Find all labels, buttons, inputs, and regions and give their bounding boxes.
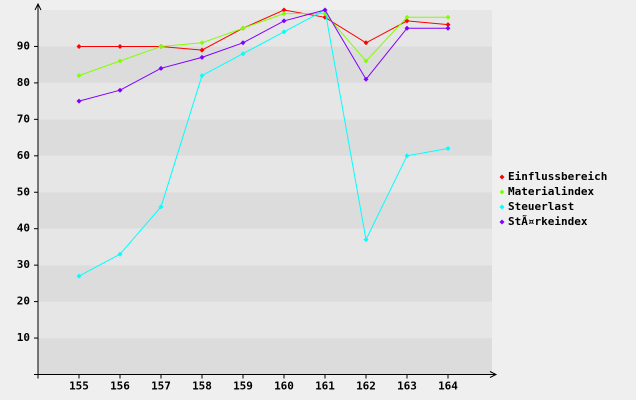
data-point xyxy=(404,25,410,31)
grid-band xyxy=(38,228,492,266)
data-point xyxy=(281,11,287,17)
data-point xyxy=(445,146,451,152)
data-point xyxy=(240,40,246,46)
data-point xyxy=(281,29,287,35)
x-tick-label: 155 xyxy=(69,380,89,393)
y-tick-label: 80 xyxy=(17,76,30,89)
data-point xyxy=(76,98,82,104)
data-point xyxy=(199,73,205,79)
x-tick-label: 158 xyxy=(192,380,212,393)
series-line xyxy=(78,13,448,77)
y-tick-label: 20 xyxy=(17,295,30,308)
y-tick-label: 10 xyxy=(17,331,30,344)
data-point xyxy=(363,76,369,82)
y-axis-arrow xyxy=(34,2,42,11)
x-tick-label: 163 xyxy=(397,380,417,393)
data-point xyxy=(363,58,369,64)
data-point xyxy=(199,47,205,53)
data-point xyxy=(445,14,451,20)
grid-band xyxy=(38,46,492,83)
grid-band xyxy=(38,82,492,120)
x-tick-label: 164 xyxy=(438,380,458,393)
data-point xyxy=(281,7,287,13)
data-point xyxy=(322,7,328,13)
data-point xyxy=(445,25,451,31)
grid-band xyxy=(38,338,492,375)
data-point xyxy=(117,58,123,64)
legend-label: Steuerlast xyxy=(508,200,574,213)
data-point xyxy=(117,251,123,257)
series-line xyxy=(79,9,449,51)
x-tick-label: 161 xyxy=(315,380,335,393)
x-tick-label: 160 xyxy=(274,380,294,393)
data-point xyxy=(240,25,246,31)
grid-band xyxy=(38,119,492,156)
y-tick-label: 60 xyxy=(17,149,30,162)
y-tick-label: 40 xyxy=(17,222,30,235)
data-point xyxy=(363,237,369,243)
data-point xyxy=(445,22,451,28)
y-tick-label: 30 xyxy=(17,258,30,271)
data-point xyxy=(199,54,205,60)
data-point xyxy=(404,14,410,20)
legend-marker xyxy=(499,204,505,210)
legend-marker xyxy=(499,189,505,195)
data-point xyxy=(76,43,82,49)
grid-band xyxy=(38,155,492,193)
grid-band xyxy=(38,301,492,339)
data-point xyxy=(158,65,164,71)
legend-label: Einflussbereich xyxy=(508,170,607,183)
x-tick-label: 162 xyxy=(356,380,376,393)
data-point xyxy=(404,18,410,24)
series-line xyxy=(78,9,449,277)
data-point xyxy=(199,40,205,46)
data-point xyxy=(404,153,410,159)
grid-band xyxy=(38,265,492,302)
grid-band xyxy=(38,192,492,229)
legend-marker xyxy=(499,219,505,225)
y-tick-label: 90 xyxy=(17,39,30,52)
x-tick-label: 156 xyxy=(110,380,130,393)
y-tick-label: 50 xyxy=(17,185,30,198)
data-point xyxy=(117,43,123,49)
x-axis-arrow xyxy=(489,371,498,378)
series-line xyxy=(78,9,448,102)
data-point xyxy=(76,273,82,279)
y-tick-label: 70 xyxy=(17,112,30,125)
data-point xyxy=(158,204,164,210)
data-point xyxy=(117,87,123,93)
x-tick-label: 159 xyxy=(233,380,253,393)
legend-label: StÃ¤rkeindex xyxy=(508,215,588,228)
data-point xyxy=(281,18,287,24)
data-point xyxy=(158,43,164,49)
legend-label: Materialindex xyxy=(508,185,594,198)
legend-marker xyxy=(499,174,505,180)
data-point xyxy=(363,40,369,46)
data-point xyxy=(76,73,82,79)
x-tick-label: 157 xyxy=(151,380,171,393)
data-point xyxy=(240,51,246,57)
